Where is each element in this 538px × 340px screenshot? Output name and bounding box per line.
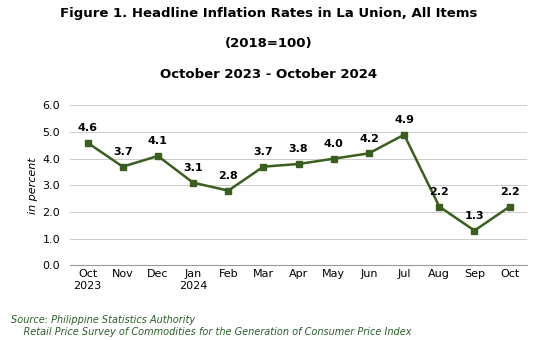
Text: Figure 1. Headline Inflation Rates in La Union, All Items: Figure 1. Headline Inflation Rates in La… xyxy=(60,7,478,20)
Text: 2.8: 2.8 xyxy=(218,171,238,181)
Y-axis label: in percent: in percent xyxy=(29,157,38,214)
Text: 4.0: 4.0 xyxy=(324,139,344,149)
Text: October 2023 - October 2024: October 2023 - October 2024 xyxy=(160,68,378,81)
Text: 3.7: 3.7 xyxy=(253,147,273,157)
Text: 2.2: 2.2 xyxy=(500,187,520,197)
Text: 3.1: 3.1 xyxy=(183,163,203,173)
Text: 4.2: 4.2 xyxy=(359,134,379,143)
Text: 2.2: 2.2 xyxy=(429,187,449,197)
Text: 3.8: 3.8 xyxy=(289,144,308,154)
Text: 1.3: 1.3 xyxy=(465,211,484,221)
Text: 3.7: 3.7 xyxy=(113,147,132,157)
Text: 4.9: 4.9 xyxy=(394,115,414,125)
Text: Source: Philippine Statistics Authority
    Retail Price Survey of Commodities f: Source: Philippine Statistics Authority … xyxy=(11,315,411,337)
Text: 4.1: 4.1 xyxy=(148,136,168,146)
Text: (2018=100): (2018=100) xyxy=(225,37,313,50)
Text: 4.6: 4.6 xyxy=(77,123,97,133)
